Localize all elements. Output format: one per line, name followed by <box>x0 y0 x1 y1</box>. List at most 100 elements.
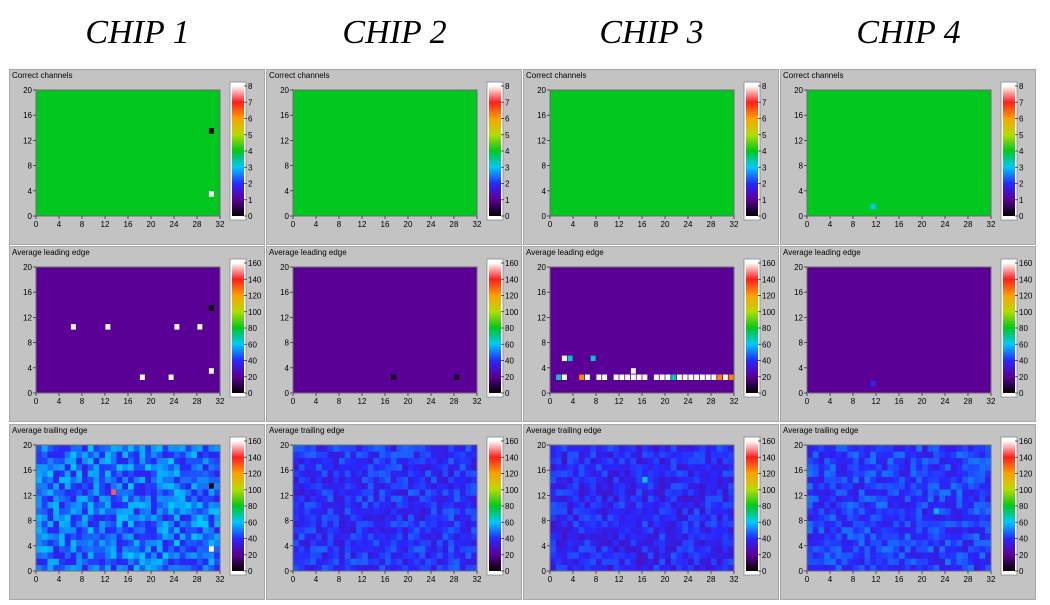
chip1-leading-edge-panel: Average leading edge 0 4 8 12 16 20 24 28 32 20 16… <box>9 246 265 422</box>
heatmap-cell <box>321 482 328 490</box>
heatmap-cell <box>653 476 660 484</box>
heatmap-cell <box>550 470 557 477</box>
heatmap-cell <box>979 514 986 521</box>
heatmap-cell <box>59 470 66 477</box>
heatmap-cell <box>858 552 865 559</box>
heatmap-cell <box>459 476 466 484</box>
heatmap-cell <box>659 533 666 540</box>
heatmap-cell <box>722 533 729 540</box>
heatmap-cell <box>711 526 718 534</box>
heatmap-cell <box>642 514 649 521</box>
heatmap-cell <box>962 476 969 484</box>
heatmap-cell <box>408 526 415 534</box>
heatmap-cell <box>841 489 848 496</box>
heatmap-cell <box>916 476 923 484</box>
heatmap-cell <box>362 539 369 547</box>
panel-title: Correct channels <box>269 71 330 80</box>
heatmap-cell <box>47 476 54 484</box>
heatmap-cell <box>573 539 580 547</box>
x-tick-label: 28 <box>707 220 716 229</box>
heatmap-cell <box>41 482 48 490</box>
heatmap-cell <box>390 508 397 515</box>
heatmap-cell <box>339 520 346 528</box>
heatmap-cell <box>916 533 923 540</box>
heatmap-cell <box>356 451 363 458</box>
heatmap-cell <box>979 463 986 471</box>
heatmap-cell <box>985 476 992 484</box>
heatmap-cell <box>916 526 923 534</box>
heatmap-cell <box>64 445 71 452</box>
heatmap-cell <box>624 545 631 553</box>
heatmap-cell <box>705 445 712 452</box>
heatmap-cell <box>202 470 209 477</box>
heatmap-cell <box>385 463 392 471</box>
heatmap-cell <box>853 558 860 566</box>
heatmap-cell <box>408 489 415 496</box>
heatmap-cell <box>321 539 328 547</box>
heatmap-cell <box>93 495 100 503</box>
heatmap-cell <box>214 457 221 465</box>
heatmap-cell <box>578 463 585 471</box>
heatmap-cell <box>705 545 712 553</box>
heatmap-cell <box>202 463 209 471</box>
heatmap-cell <box>145 533 152 540</box>
heatmap-cell <box>41 533 48 540</box>
heatmap-cell <box>179 545 186 553</box>
heatmap-cell <box>699 470 706 477</box>
heatmap-cell <box>70 526 77 534</box>
heatmap-cell <box>807 564 814 572</box>
heatmap-point <box>70 324 76 330</box>
heatmap-cell <box>471 482 478 490</box>
heatmap-cell <box>973 470 980 477</box>
heatmap-cell <box>367 463 374 471</box>
heatmap-cell <box>665 539 672 547</box>
heatmap-cell <box>985 520 992 528</box>
heatmap-cell <box>699 501 706 509</box>
heatmap-cell <box>53 552 60 559</box>
heatmap-cell <box>333 482 340 490</box>
heatmap-cell <box>59 514 66 521</box>
heatmap-cell <box>722 508 729 515</box>
heatmap-cell <box>922 508 929 515</box>
heatmap-cell <box>110 445 117 452</box>
heatmap-cell <box>699 482 706 490</box>
heatmap-cell <box>162 470 169 477</box>
heatmap-cell <box>47 514 54 521</box>
heatmap-cell <box>298 552 305 559</box>
heatmap-cell <box>87 457 94 465</box>
heatmap-cell <box>133 495 140 503</box>
heatmap-cell <box>956 508 963 515</box>
heatmap-cell <box>168 514 175 521</box>
heatmap-cell <box>824 558 831 566</box>
heatmap-cell <box>87 514 94 521</box>
heatmap-cell <box>624 514 631 521</box>
heatmap-cell <box>584 533 591 540</box>
heatmap-cell <box>454 470 461 477</box>
heatmap-cell <box>653 445 660 452</box>
heatmap-cell <box>471 451 478 458</box>
heatmap-cell <box>310 495 317 503</box>
colorbar-tick-label: 100 <box>248 308 262 317</box>
colorbar-tick-label: 160 <box>1019 437 1033 446</box>
heatmap-cell <box>985 470 992 477</box>
heatmap-cell <box>973 501 980 509</box>
heatmap-point <box>168 374 174 380</box>
heatmap-cell <box>653 470 660 477</box>
heatmap-cell <box>105 482 112 490</box>
heatmap-cell <box>601 514 608 521</box>
heatmap-cell <box>904 514 911 521</box>
heatmap-cell <box>619 482 626 490</box>
heatmap-cell <box>151 514 158 521</box>
heatmap-cell <box>321 520 328 528</box>
heatmap-cell <box>647 501 654 509</box>
heatmap-cell <box>214 564 221 572</box>
heatmap-cell <box>179 457 186 465</box>
x-tick-label: 24 <box>684 220 693 229</box>
heatmap-cell <box>887 539 894 547</box>
heatmap-cell <box>601 564 608 572</box>
colorbar-tick-label: 2 <box>505 180 510 189</box>
heatmap-cell <box>76 463 83 471</box>
heatmap-cell <box>728 482 735 490</box>
heatmap-cell <box>431 526 438 534</box>
heatmap-cell <box>716 470 723 477</box>
